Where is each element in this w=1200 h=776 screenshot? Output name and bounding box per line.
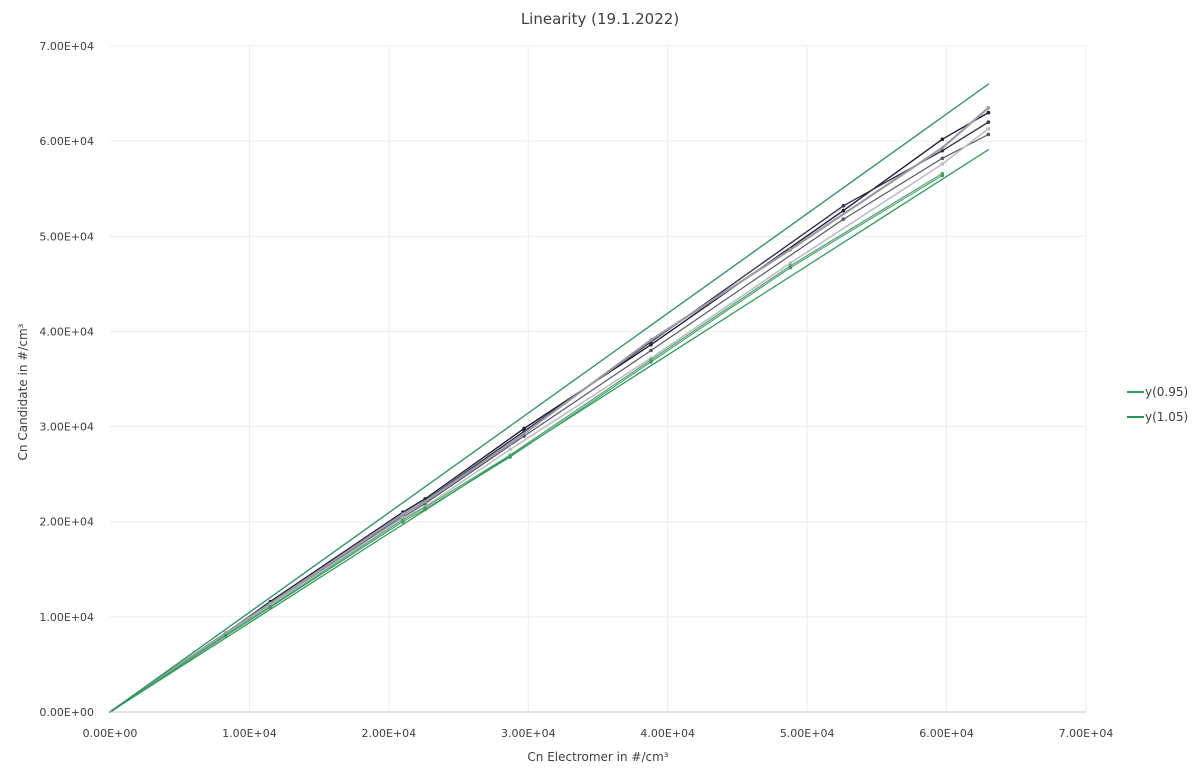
y-tick-label: 4.00E+04 (39, 325, 94, 338)
data-point (986, 106, 991, 110)
x-tick-label: 0.00E+00 (83, 727, 138, 740)
data-point (649, 338, 653, 342)
data-point (940, 137, 945, 142)
data-point (401, 519, 405, 524)
x-axis-label: Cn Electromer in #/cm³ (527, 750, 668, 764)
data-point (841, 208, 846, 213)
legend: y(0.95) y(1.05) (1127, 385, 1188, 424)
data-point (788, 247, 793, 252)
data-point (508, 447, 512, 452)
legend-entry: y(1.05) (1145, 410, 1188, 424)
data-point (940, 162, 945, 166)
data-point (649, 360, 653, 364)
series-line-y-1-05- (109, 83, 990, 713)
data-point (401, 512, 405, 516)
data-point (986, 120, 991, 124)
data-point (986, 126, 991, 131)
x-axis-ticks: 0.00E+00 1.00E+04 2.00E+04 3.00E+04 4.00E+04… (83, 727, 1114, 740)
x-tick-label: 3.00E+04 (501, 727, 556, 740)
y-tick-label: 7.00E+04 (39, 40, 94, 53)
legend-entry: y(0.95) (1145, 385, 1188, 399)
y-axis-ticks: 0.00E+00 1.00E+04 2.00E+04 3.00E+04 4.00E+04… (39, 40, 94, 719)
series-line (109, 172, 944, 713)
data-point (986, 110, 991, 115)
x-tick-label: 2.00E+04 (362, 727, 417, 740)
series-line-y-0-95- (109, 149, 990, 713)
x-tick-label: 7.00E+04 (1059, 727, 1114, 740)
data-point (841, 217, 846, 221)
data-point (649, 342, 653, 347)
data-point (788, 265, 793, 270)
data-point (788, 261, 793, 265)
data-point (940, 146, 945, 150)
data-point (841, 204, 846, 208)
x-tick-label: 6.00E+04 (919, 727, 974, 740)
y-tick-label: 3.00E+04 (39, 421, 94, 434)
chart-title: Linearity (19.1.2022) (521, 10, 679, 28)
data-point (522, 426, 526, 431)
data-point (940, 173, 945, 178)
y-tick-label: 5.00E+04 (39, 230, 94, 243)
data-point (940, 156, 945, 161)
x-tick-label: 1.00E+04 (222, 727, 277, 740)
y-tick-label: 6.00E+04 (39, 135, 94, 148)
y-tick-label: 0.00E+00 (39, 706, 94, 719)
data-point (986, 132, 991, 137)
y-axis-label: Cn Candidate in #/cm³ (16, 323, 30, 460)
gridlines (110, 45, 1087, 712)
data-point (508, 441, 512, 446)
data-point (940, 148, 945, 153)
y-tick-label: 2.00E+04 (39, 516, 94, 529)
series-line (108, 106, 990, 714)
data-point (649, 348, 653, 353)
data-series (108, 83, 991, 714)
x-tick-label: 5.00E+04 (780, 727, 835, 740)
y-tick-label: 1.00E+04 (39, 611, 94, 624)
x-tick-label: 4.00E+04 (640, 727, 695, 740)
data-point (423, 499, 427, 504)
